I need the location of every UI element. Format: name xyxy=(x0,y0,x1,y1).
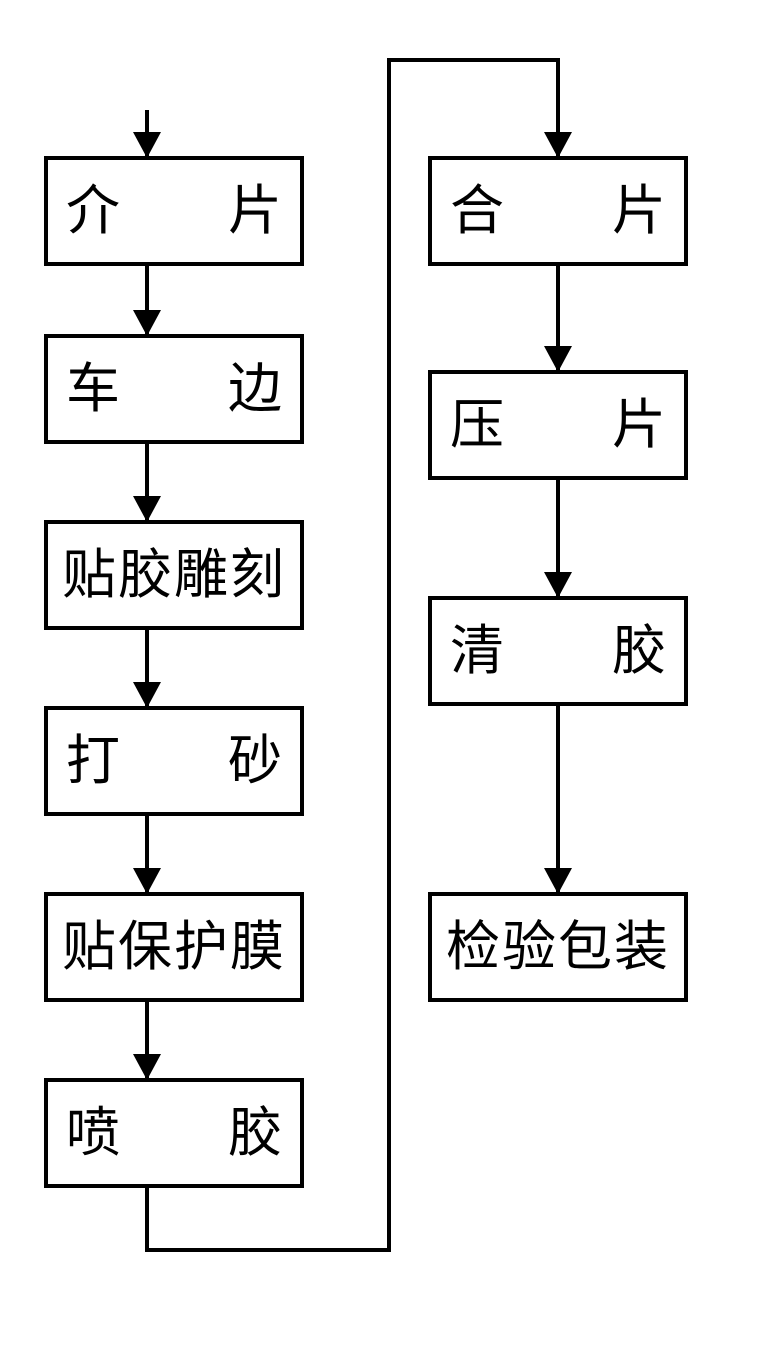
arrow-9-10 xyxy=(556,706,560,892)
arrow-8-9 xyxy=(556,480,560,596)
node-char: 包 xyxy=(558,920,614,974)
arrow-into-1 xyxy=(145,110,149,156)
node-char: 喷 xyxy=(66,1106,120,1160)
node-char: 贴 xyxy=(62,548,118,602)
node-step-1: 介 片 xyxy=(44,156,304,266)
node-char: 片 xyxy=(612,184,666,238)
node-char: 胶 xyxy=(228,1106,282,1160)
node-char: 膜 xyxy=(230,920,286,974)
arrow-1-2 xyxy=(145,266,149,334)
arrow-7-8 xyxy=(556,266,560,370)
node-char: 胶 xyxy=(612,624,666,678)
node-char: 贴 xyxy=(62,920,118,974)
arrow-5-6 xyxy=(145,1002,149,1078)
arrow-into-7 xyxy=(556,58,560,156)
node-char: 刻 xyxy=(230,548,286,602)
node-char: 片 xyxy=(228,184,282,238)
flowchart-container: 介 片 车 边 贴 胶 雕 刻 打 砂 贴 保 护 膜 喷 胶 合 片 压 片 … xyxy=(0,0,764,1364)
node-step-10: 检 验 包 装 xyxy=(428,892,688,1002)
node-char: 压 xyxy=(450,398,504,452)
node-char: 介 xyxy=(66,184,120,238)
node-step-9: 清 胶 xyxy=(428,596,688,706)
node-step-2: 车 边 xyxy=(44,334,304,444)
node-char: 装 xyxy=(614,920,670,974)
node-char: 打 xyxy=(66,734,120,788)
node-step-8: 压 片 xyxy=(428,370,688,480)
node-char: 验 xyxy=(502,920,558,974)
node-char: 砂 xyxy=(228,734,282,788)
node-char: 清 xyxy=(450,624,504,678)
node-char: 护 xyxy=(174,920,230,974)
node-step-7: 合 片 xyxy=(428,156,688,266)
arrow-4-5 xyxy=(145,816,149,892)
node-char: 合 xyxy=(450,184,504,238)
node-step-3: 贴 胶 雕 刻 xyxy=(44,520,304,630)
node-char: 保 xyxy=(118,920,174,974)
connector-top-horizontal xyxy=(387,58,558,62)
arrow-3-4 xyxy=(145,630,149,706)
node-char: 车 xyxy=(66,362,120,416)
connector-bottom-horizontal xyxy=(145,1248,391,1252)
node-char: 胶 xyxy=(118,548,174,602)
node-char: 检 xyxy=(446,920,502,974)
node-char: 边 xyxy=(228,362,282,416)
node-step-4: 打 砂 xyxy=(44,706,304,816)
node-char: 片 xyxy=(612,398,666,452)
node-step-5: 贴 保 护 膜 xyxy=(44,892,304,1002)
connector-down-from-6 xyxy=(145,1188,149,1252)
node-step-6: 喷 胶 xyxy=(44,1078,304,1188)
node-char: 雕 xyxy=(174,548,230,602)
connector-middle-vertical xyxy=(387,58,391,1252)
arrow-2-3 xyxy=(145,444,149,520)
